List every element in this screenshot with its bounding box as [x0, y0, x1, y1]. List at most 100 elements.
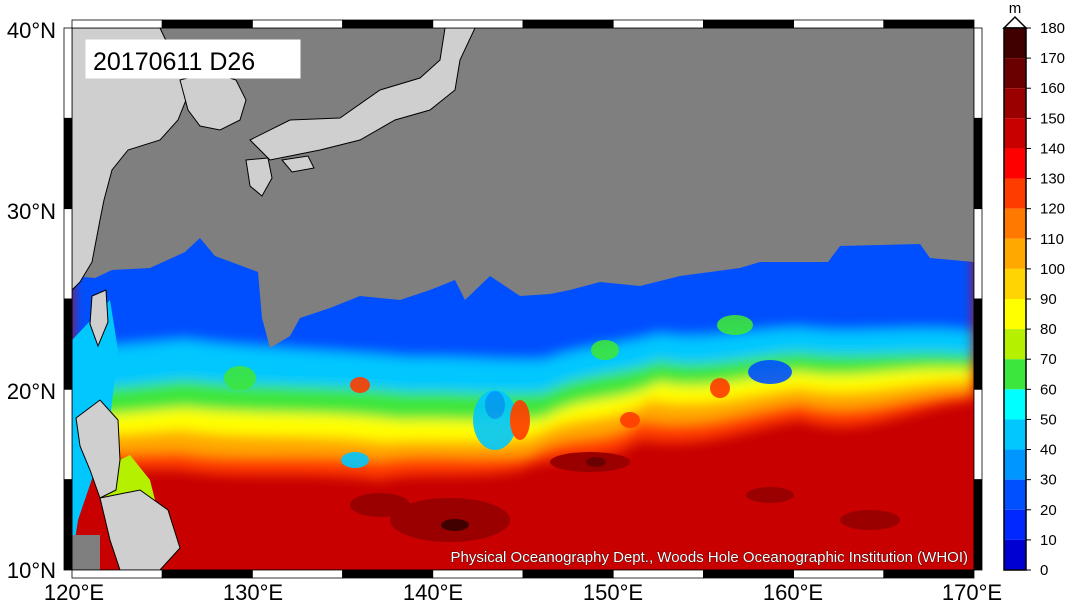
border-segment [63, 479, 73, 571]
border-segment [973, 117, 983, 210]
colorbar-cell [1004, 148, 1026, 179]
border-segment [63, 388, 73, 481]
map-border-ticks [63, 19, 983, 579]
map-area [72, 28, 974, 570]
border-segment [251, 19, 343, 29]
colorbar-tick-label: 90 [1040, 291, 1057, 308]
colorbar-tick-label: 130 [1040, 171, 1065, 188]
colorbar-tick-label: 60 [1040, 381, 1057, 398]
border-segment [522, 19, 614, 29]
border-segment [793, 19, 885, 29]
border-segment [161, 19, 253, 29]
border-segment [612, 569, 704, 579]
lon-label-140: 140°E [403, 580, 463, 605]
colorbar-tick-label: 30 [1040, 472, 1057, 489]
lat-label-10: 10°N [7, 558, 56, 583]
lon-axis: 120°E 130°E 140°E 150°E 160°E 170°E [44, 580, 1002, 605]
colorbar-cell [1004, 58, 1026, 89]
border-segment [612, 19, 704, 29]
colorbar-tick-label: 0 [1040, 562, 1048, 579]
border-segment [973, 208, 983, 300]
colorbar-cell [1004, 389, 1026, 420]
colorbar-tick-label: 140 [1040, 140, 1065, 157]
no-data-region [72, 28, 974, 348]
taiwan [89, 289, 109, 348]
colorbar-tick-label: 110 [1040, 231, 1064, 248]
lon-label-150: 150°E [583, 580, 643, 605]
border-segment [703, 569, 795, 579]
border-segment [161, 569, 253, 579]
philippines-visayas [99, 489, 181, 570]
border-segment [251, 569, 343, 579]
philippines-luzon [75, 399, 121, 499]
lon-label-170: 170°E [942, 580, 1002, 605]
colorbar-cell [1004, 208, 1026, 239]
philippines-nodata [72, 535, 100, 570]
border-segment [71, 569, 163, 579]
colorbar-cell [1004, 329, 1026, 360]
border-segment [522, 569, 614, 579]
colorbar-tick-label: 120 [1040, 201, 1065, 218]
border-segment [342, 569, 434, 579]
lat-label-30: 30°N [7, 199, 56, 224]
colorbar-cell [1004, 419, 1026, 450]
colorbar-cell [1004, 509, 1026, 540]
colorbar-cell [1004, 479, 1026, 510]
border-segment [63, 117, 73, 210]
border-segment [63, 208, 73, 300]
colorbar-cell [1004, 449, 1026, 480]
colorbar-overflow-arrow [1002, 15, 1028, 29]
colorbar-tick-label: 20 [1040, 502, 1057, 519]
ocean-deep-patches [350, 452, 900, 542]
colorbar-tick-label: 40 [1040, 442, 1057, 459]
colorbar-cell [1004, 359, 1026, 390]
lat-label-40: 40°N [7, 18, 56, 43]
colorbar-tick-label: 160 [1040, 80, 1065, 97]
colorbar-tick-label: 80 [1040, 321, 1057, 338]
border-segment [883, 19, 975, 29]
colorbar-cell [1004, 178, 1026, 209]
lon-label-130: 130°E [223, 580, 283, 605]
colorbar-tick-label: 10 [1040, 532, 1057, 549]
colorbar-tick-label: 50 [1040, 411, 1057, 428]
border-segment [432, 19, 524, 29]
border-segment [63, 27, 73, 119]
colorbar-tick-label: 70 [1040, 351, 1057, 368]
border-segment [883, 569, 975, 579]
border-segment [432, 569, 524, 579]
colorbar-tick-label: 180 [1040, 20, 1065, 37]
colorbar-cell [1004, 238, 1026, 269]
colorbar-tick-label: 100 [1040, 261, 1065, 278]
border-segment [703, 19, 795, 29]
date-label: 20170611 D26 [93, 48, 255, 76]
colorbar-unit: m [1009, 0, 1022, 17]
date-label-box: 20170611 D26 [85, 39, 301, 79]
credit-text: Physical Oceanography Dept., Woods Hole … [451, 549, 968, 566]
colorbar: m 18017016015014013012011010090807060504… [1002, 0, 1065, 579]
border-segment [342, 19, 434, 29]
border-segment [793, 569, 885, 579]
colorbar-cell [1004, 539, 1026, 570]
lat-label-20: 20°N [7, 379, 56, 404]
japan-honshu [249, 28, 476, 161]
border-segment [973, 27, 983, 119]
border-segment [973, 388, 983, 481]
colorbar-tick-label: 170 [1040, 50, 1065, 67]
lon-label-160: 160°E [763, 580, 823, 605]
lat-axis: 40°N 30°N 20°N 10°N [7, 18, 56, 583]
border-segment [973, 479, 983, 571]
colorbar-cell [1004, 118, 1026, 149]
ocean-eddies [224, 315, 792, 468]
border-segment [973, 298, 983, 390]
colorbar-cell [1004, 299, 1026, 330]
lon-label-120: 120°E [44, 580, 104, 605]
japan-kyushu [245, 157, 273, 197]
colorbar-cell [1004, 28, 1026, 59]
colorbar-cell [1004, 268, 1026, 299]
border-segment [71, 19, 163, 29]
colorbar-tick-label: 150 [1040, 110, 1065, 127]
border-segment [63, 298, 73, 390]
japan-shikoku [281, 155, 315, 173]
colorbar-cell [1004, 88, 1026, 119]
